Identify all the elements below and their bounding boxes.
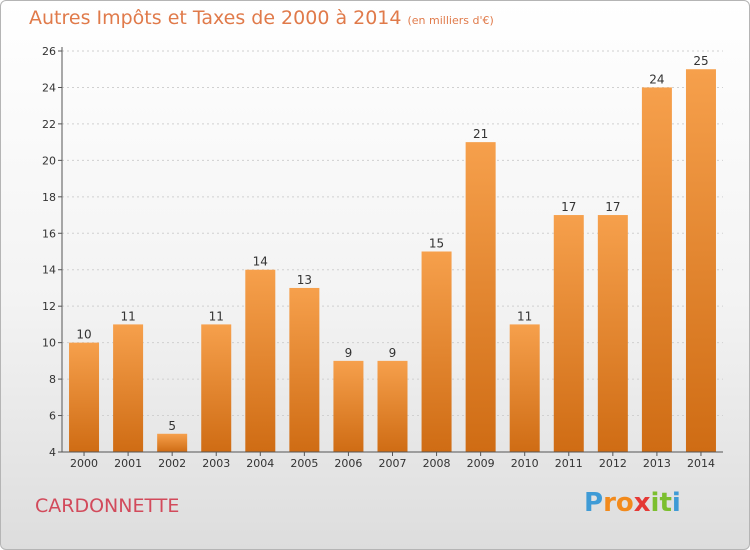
bar-value-label: 11 bbox=[209, 309, 224, 323]
bar bbox=[465, 142, 496, 453]
bar bbox=[641, 87, 672, 453]
logo-letter: i bbox=[671, 488, 681, 518]
y-tick-label: 10 bbox=[42, 337, 56, 350]
logo-letter: x bbox=[633, 488, 651, 518]
x-tick-label: 2008 bbox=[423, 457, 451, 470]
bar bbox=[553, 215, 584, 452]
bar bbox=[421, 251, 452, 452]
y-tick-label: 16 bbox=[42, 227, 56, 240]
bar-value-label: 14 bbox=[253, 255, 268, 269]
bar-value-label: 9 bbox=[389, 346, 397, 360]
x-tick-label: 2005 bbox=[290, 457, 318, 470]
bar bbox=[333, 360, 364, 452]
chart-title-text: Autres Impôts et Taxes de 2000 à 2014 bbox=[29, 7, 402, 29]
x-tick-label: 2006 bbox=[334, 457, 362, 470]
bar-value-label: 11 bbox=[120, 309, 135, 323]
bar bbox=[201, 324, 232, 452]
y-tick-label: 14 bbox=[42, 264, 56, 277]
bar bbox=[289, 287, 320, 452]
bar bbox=[69, 342, 100, 452]
logo-letter: r bbox=[603, 488, 616, 518]
logo-letter: P bbox=[584, 488, 604, 518]
logo-letter: t bbox=[659, 488, 672, 518]
bar-value-label: 17 bbox=[605, 200, 620, 214]
y-tick-label: 20 bbox=[42, 154, 56, 167]
y-tick-label: 6 bbox=[49, 410, 56, 423]
x-tick-label: 2012 bbox=[599, 457, 627, 470]
x-tick-label: 2004 bbox=[246, 457, 274, 470]
bar-value-label: 5 bbox=[168, 419, 176, 433]
bar-value-label: 11 bbox=[517, 309, 532, 323]
y-tick-label: 26 bbox=[42, 45, 56, 58]
bar bbox=[377, 360, 408, 452]
bar-value-label: 10 bbox=[76, 328, 91, 342]
axes: 4 6 8 10 12 14 16 18 20 22 24 26 2000 2001 2002 2003 200… bbox=[42, 45, 723, 470]
y-tick-label: 8 bbox=[49, 373, 56, 386]
bar-value-label: 21 bbox=[473, 127, 488, 141]
y-tick-label: 12 bbox=[42, 300, 56, 313]
logo-letter: i bbox=[650, 488, 660, 518]
bar bbox=[113, 324, 144, 452]
bars: 10 11 5 11 14 13 9 9 15 21 11 17 17 24 25 bbox=[69, 54, 716, 453]
x-tick-label: 2000 bbox=[70, 457, 98, 470]
bar-value-label: 24 bbox=[649, 72, 664, 86]
proxiti-logo: Proxiti bbox=[584, 488, 681, 518]
bar bbox=[157, 433, 188, 452]
x-tick-label: 2009 bbox=[467, 457, 495, 470]
y-tick-label: 18 bbox=[42, 191, 56, 204]
bar bbox=[509, 324, 540, 452]
x-tick-label: 2002 bbox=[158, 457, 186, 470]
x-tick-label: 2007 bbox=[379, 457, 407, 470]
bar-value-label: 17 bbox=[561, 200, 576, 214]
chart-title: Autres Impôts et Taxes de 2000 à 2014 (en… bbox=[29, 7, 494, 29]
x-tick-label: 2003 bbox=[202, 457, 230, 470]
bar-value-label: 25 bbox=[693, 54, 708, 68]
chart-subtitle: (en milliers d'€) bbox=[407, 14, 494, 27]
bar-value-label: 13 bbox=[297, 273, 312, 287]
bar-value-label: 9 bbox=[345, 346, 353, 360]
bar bbox=[685, 69, 716, 453]
x-tick-label: 2001 bbox=[114, 457, 142, 470]
x-tick-label: 2014 bbox=[687, 457, 715, 470]
y-tick-label: 22 bbox=[42, 118, 56, 131]
bar bbox=[245, 269, 276, 452]
x-tick-label: 2010 bbox=[511, 457, 539, 470]
x-tick-label: 2013 bbox=[643, 457, 671, 470]
logo-letter: o bbox=[615, 488, 634, 518]
place-name: CARDONNETTE bbox=[35, 495, 180, 517]
bar bbox=[597, 215, 628, 452]
x-tick-label: 2011 bbox=[555, 457, 583, 470]
bar-value-label: 15 bbox=[429, 237, 444, 251]
y-tick-label: 24 bbox=[42, 81, 56, 94]
y-tick-label: 4 bbox=[49, 446, 56, 459]
